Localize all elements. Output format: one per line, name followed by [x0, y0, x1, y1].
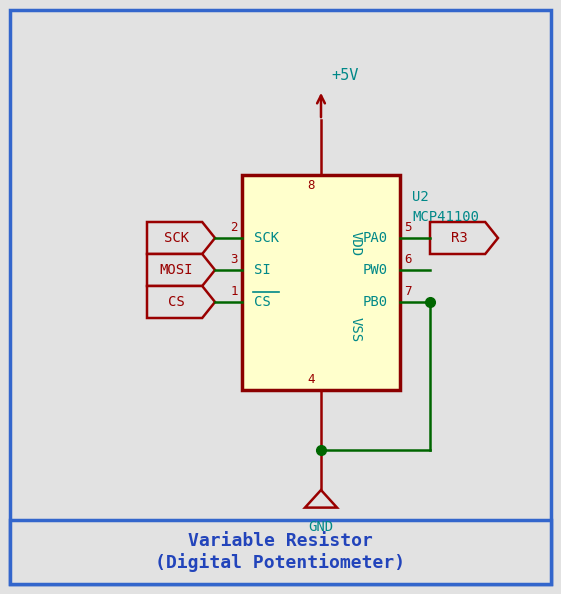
- Text: 1: 1: [231, 285, 238, 298]
- Text: 3: 3: [231, 253, 238, 266]
- Text: Variable Resistor
(Digital Potentiometer): Variable Resistor (Digital Potentiometer…: [155, 532, 406, 572]
- Bar: [242, 175, 400, 390]
- Text: 6: 6: [404, 253, 412, 266]
- Text: 5: 5: [404, 221, 412, 234]
- Text: SCK: SCK: [254, 231, 279, 245]
- Text: 7: 7: [404, 285, 412, 298]
- Polygon shape: [430, 222, 498, 254]
- Polygon shape: [147, 254, 215, 286]
- Bar: [10, 520, 551, 584]
- Text: MCP41100: MCP41100: [412, 210, 479, 224]
- Text: PA0: PA0: [363, 231, 388, 245]
- Text: VDD: VDD: [349, 231, 363, 257]
- Polygon shape: [305, 490, 337, 508]
- Text: PB0: PB0: [363, 295, 388, 309]
- Text: CS: CS: [168, 295, 185, 309]
- Text: SCK: SCK: [164, 231, 189, 245]
- Polygon shape: [147, 286, 215, 318]
- Text: 8: 8: [307, 179, 315, 192]
- Text: MOSI: MOSI: [160, 263, 194, 277]
- Text: R3: R3: [451, 231, 468, 245]
- Text: +5V: +5V: [331, 68, 358, 83]
- Text: CS: CS: [254, 295, 271, 309]
- Text: VSS: VSS: [349, 317, 363, 342]
- Polygon shape: [147, 222, 215, 254]
- Text: GND: GND: [309, 520, 334, 533]
- Text: 2: 2: [231, 221, 238, 234]
- Text: U2: U2: [412, 190, 429, 204]
- Text: PW0: PW0: [363, 263, 388, 277]
- Text: 4: 4: [307, 373, 315, 386]
- Text: SI: SI: [254, 263, 271, 277]
